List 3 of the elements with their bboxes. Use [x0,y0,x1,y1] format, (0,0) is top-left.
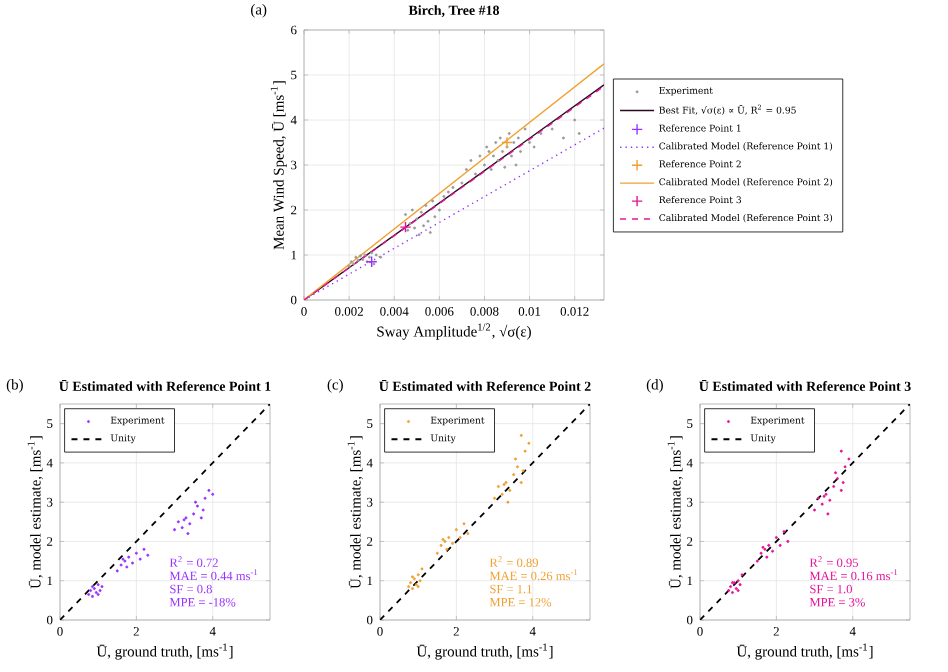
point [365,255,378,268]
point [399,221,412,233]
point [501,136,513,149]
